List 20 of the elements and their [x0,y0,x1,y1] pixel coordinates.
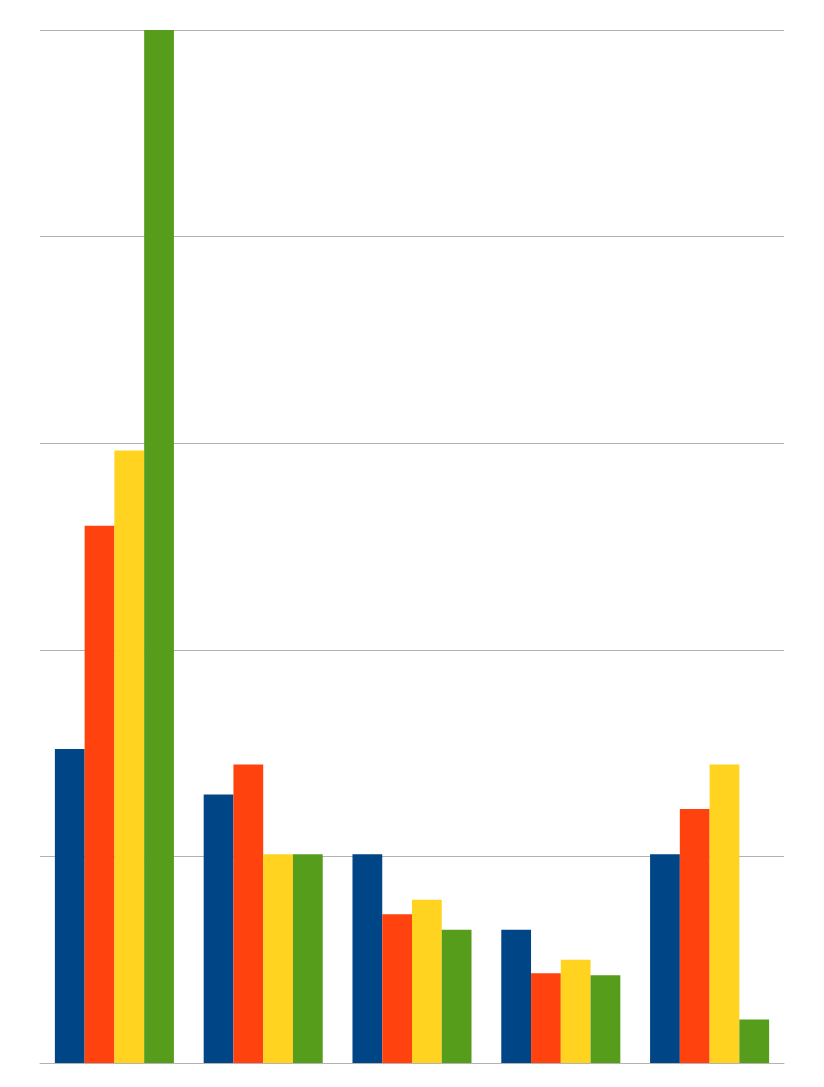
bar [739,1019,770,1063]
bar [144,30,174,1063]
bar [382,914,412,1063]
bar [412,899,442,1063]
bar [441,929,472,1063]
bar [709,764,740,1063]
bar [531,973,561,1063]
bar [233,764,264,1063]
bar [560,959,591,1063]
bar [650,854,680,1063]
bar [590,975,621,1063]
bar [292,854,323,1063]
bar [352,854,383,1063]
bar [501,929,532,1063]
bar [114,450,145,1063]
bar [263,854,293,1063]
bar [203,794,234,1063]
bar [84,525,115,1063]
bar [54,748,85,1063]
bar [679,808,710,1063]
